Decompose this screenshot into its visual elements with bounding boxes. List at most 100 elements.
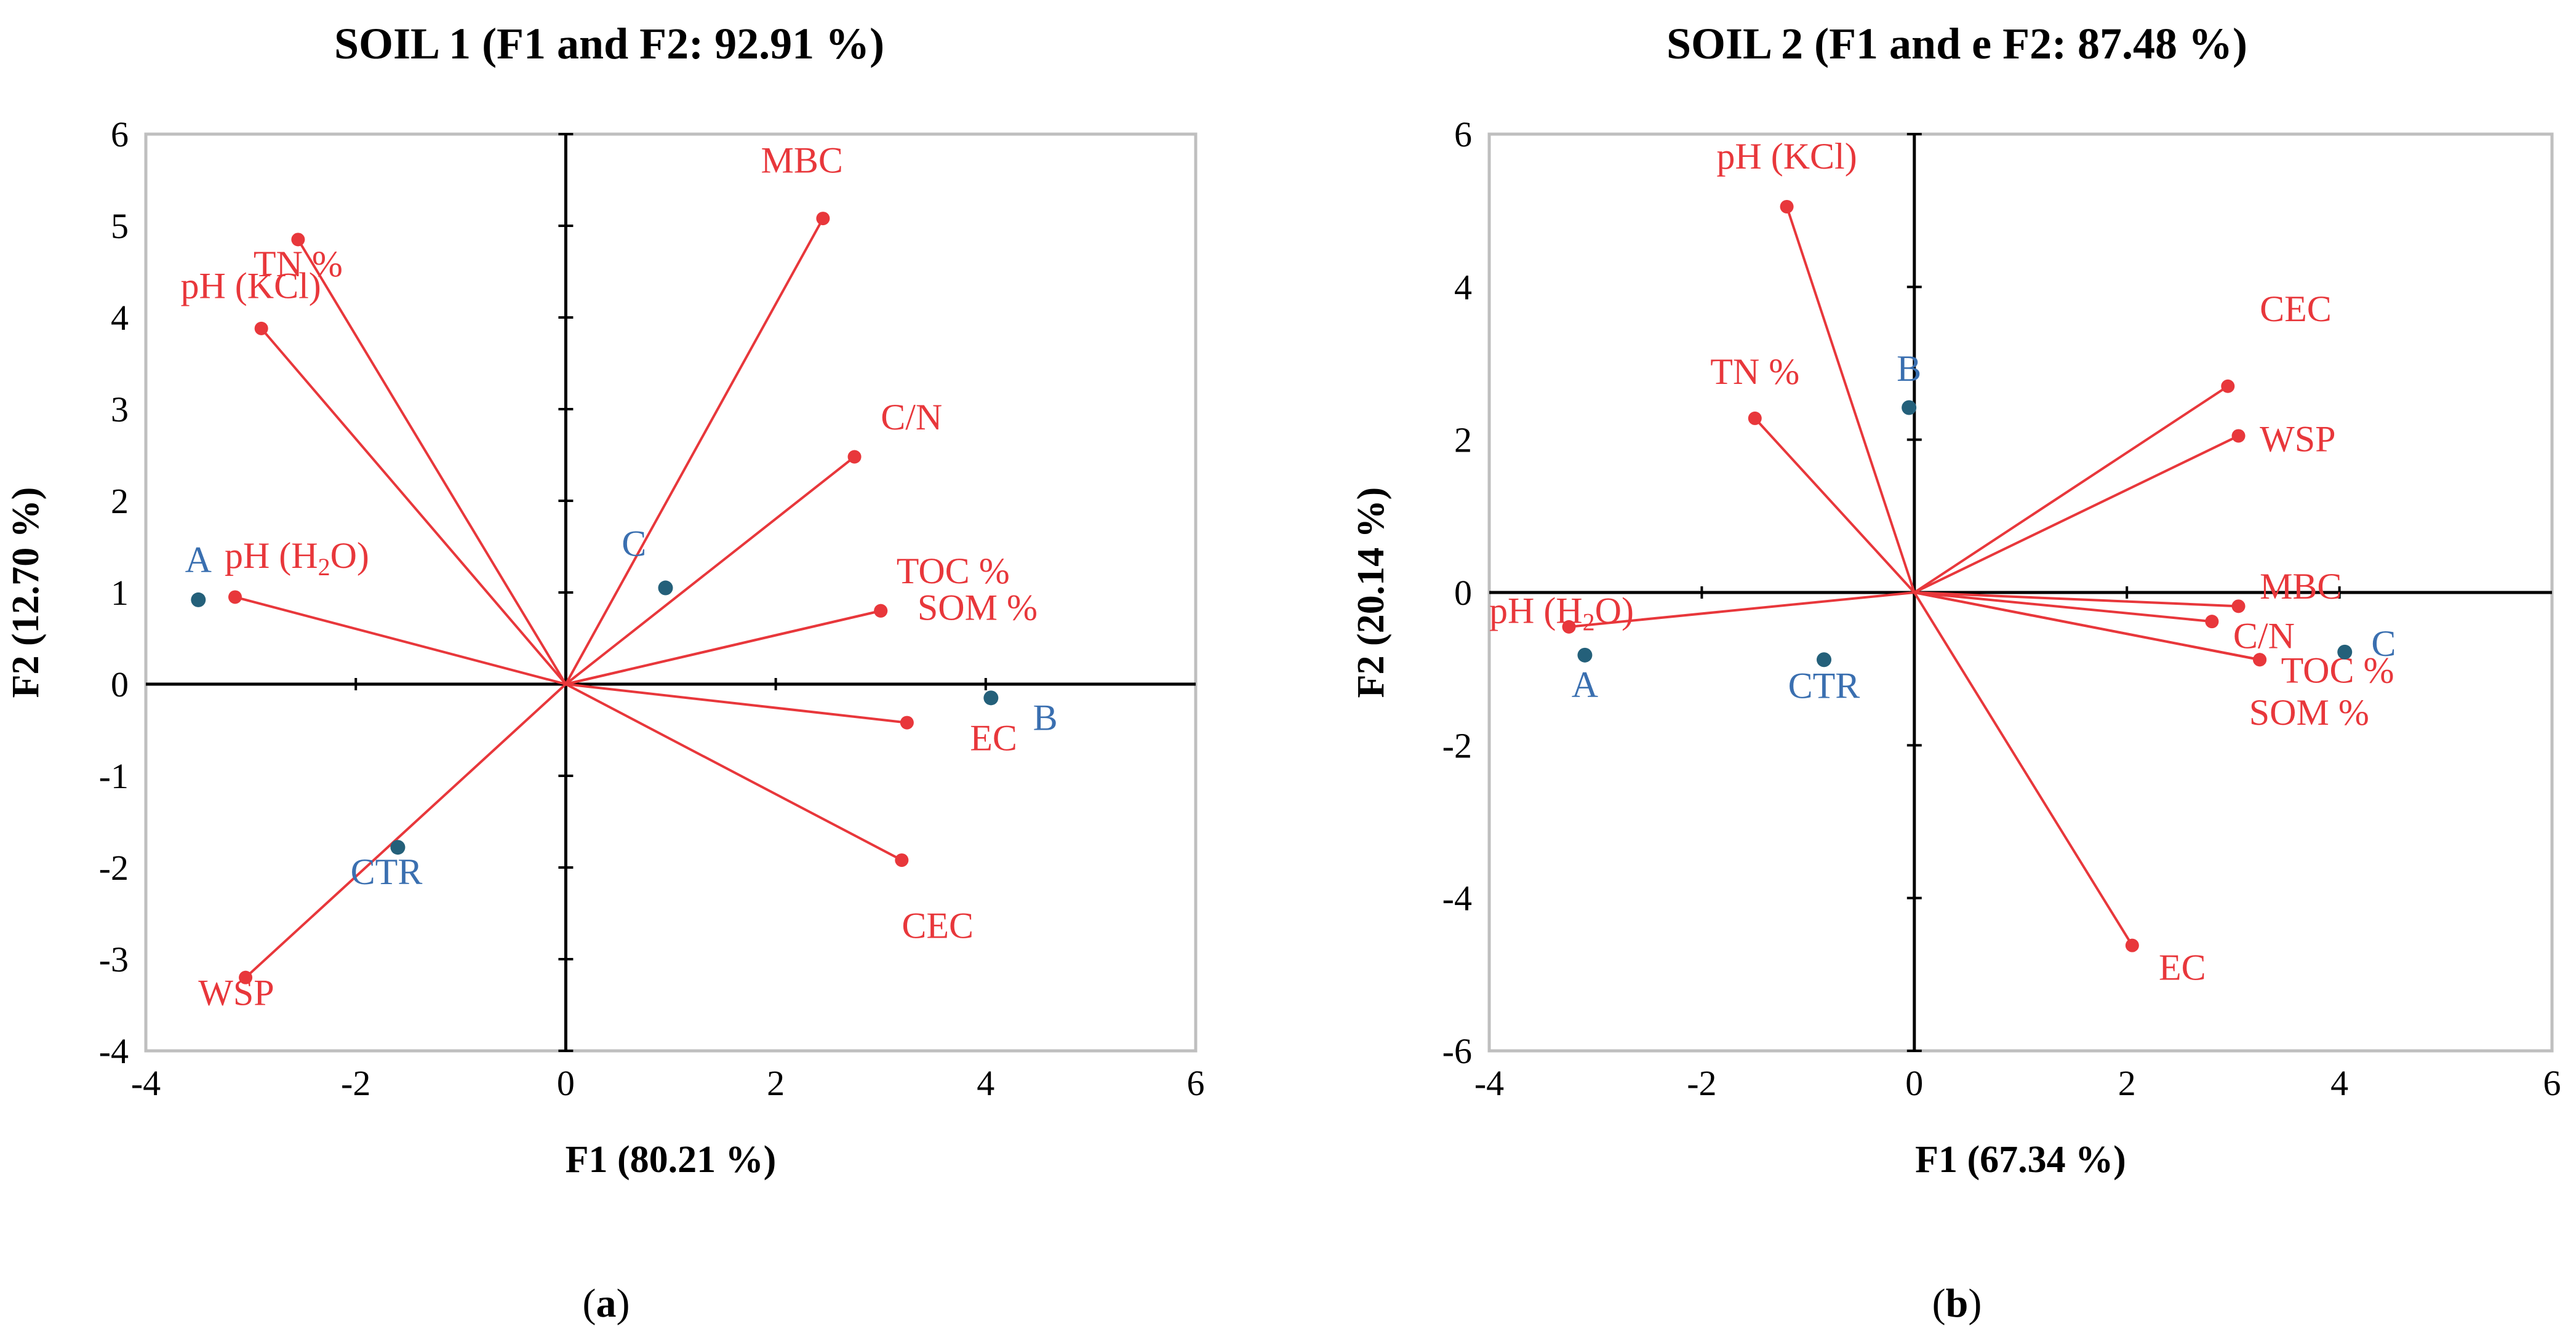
x-tick-label: 0 [557,1063,575,1103]
y-tick-label: -4 [99,1031,129,1071]
observation-point-b [1902,400,1917,415]
y-tick-label: 1 [111,573,129,613]
vector-mbc [564,218,825,685]
variable-label-toc: TOC % [2281,650,2394,691]
variable-point-ph-kcl [1780,199,1794,213]
vector-tn [1754,417,1916,594]
y-tick-label: 6 [111,114,129,154]
y-tick-label: 2 [111,481,129,521]
vector-cec [1913,385,2229,594]
variable-label-tn: TN % [254,244,343,284]
variable-label-ph-h2o: pH (H2O) [1489,591,1634,636]
variable-point-ec [900,716,914,730]
variable-point-wsp [2231,429,2246,443]
observation-point-ctr [1817,652,1832,668]
observation-point-ctr [390,840,406,855]
variable-point-ph-h2o [1562,620,1576,634]
vector-ph-kcl [1785,206,1916,593]
vector-c-n [565,455,855,685]
x-axis-title: F1 (80.21 %) [566,1139,777,1181]
observation-point-b [983,690,999,706]
variable-label-ph-kcl: pH (KCl) [1716,136,1857,177]
variable-point-wsp [239,970,253,984]
x-tick-label: 2 [2118,1063,2136,1103]
observation-label-b: B [1033,698,1058,738]
variable-point-ec [2125,938,2139,952]
x-tick-label: -2 [341,1063,370,1103]
variable-label-c-n: C/N [881,397,942,437]
variable-label-som: SOM % [2249,692,2369,733]
variable-label-wsp: WSP [2260,418,2335,459]
x-tick-label: 2 [767,1063,785,1103]
x-axis-title: F1 (67.34 %) [1915,1139,2126,1181]
variable-label-mbc: MBC [2260,566,2342,607]
observation-label-a: A [1572,664,1598,705]
observation-point-a [191,592,206,607]
variable-point-ph-h2o [228,590,242,604]
vector-c-n [1914,591,2212,623]
observation-point-c [2337,644,2353,660]
vector-wsp [1913,434,2239,594]
vector-ph-h2o [1569,591,1914,628]
observation-label-ctr: CTR [351,851,423,892]
y-axis-title: F2 (20.14 %) [1350,487,1392,698]
y-axis-title: F2 (12.70 %) [5,487,47,698]
variable-label-wsp: WSP [198,973,274,1013]
y-tick-label: 3 [111,389,129,429]
y-tick-label: 6 [1454,114,1472,154]
variable-point-som [874,604,888,618]
y-tick-label: -2 [1442,725,1472,765]
x-tick-label: 6 [2543,1063,2561,1103]
y-tick-label: -2 [99,848,129,888]
vector-ec [566,683,908,724]
vector-ec [1913,591,2134,946]
variable-point-cec [895,853,909,867]
chart-title: SOIL 2 (F1 and e F2: 87.48 %) [1666,19,2247,68]
y-tick-label: 4 [1454,267,1472,307]
variable-label-tn: TN % [1710,351,1799,392]
variable-label-ph-kcl: pH (KCl) [180,266,321,306]
variable-label-ec: EC [2159,947,2206,988]
variable-label-ph-h2o: pH (H2O) [225,535,369,581]
observation-point-c [658,580,673,596]
y-tick-label: 5 [111,206,129,246]
observation-label-c: C [622,523,646,564]
x-tick-label: -2 [1687,1063,1716,1103]
vector-cec [565,683,903,861]
variable-point-c-n [847,450,862,464]
y-tick-label: 0 [111,664,129,704]
vector-ph-h2o [234,596,566,685]
chart-title: SOIL 1 (F1 and F2: 92.91 %) [334,19,884,68]
variable-point-cec [2221,379,2235,393]
variable-point-som [2253,653,2267,667]
variable-label-som: SOM % [918,588,1038,628]
y-tick-label: -4 [1442,879,1472,919]
observation-label-ctr: CTR [1788,665,1860,706]
variable-label-mbc: MBC [761,140,843,181]
x-tick-label: 4 [977,1063,994,1103]
variable-point-tn [1748,411,1762,425]
variable-point-ph-kcl [254,321,268,335]
chart-panel-soil2: SOIL 2 (F1 and e F2: 87.48 %)-4 -2 0 2 4 6-6-… [1350,19,2561,1326]
observation-label-b: B [1897,348,1921,389]
vector-wsp [244,683,567,979]
y-tick-label: -1 [99,756,129,796]
y-tick-label: -3 [99,939,129,979]
panel-caption: (a) [583,1281,630,1326]
y-tick-label: 2 [1454,420,1472,460]
variable-label-ec: EC [970,717,1017,758]
variable-label-cec: CEC [902,906,974,946]
x-tick-label: -4 [1474,1063,1504,1103]
panel-caption: (b) [1932,1281,1982,1326]
x-tick-label: -4 [131,1063,161,1103]
vector-tn [297,239,567,685]
variable-label-toc: TOC % [897,551,1010,591]
vector-ph-kcl [260,327,567,685]
chart-panel-soil1: SOIL 1 (F1 and F2: 92.91 %) -4 -2 0 2 4 6 -4 -3 -… [5,19,1205,1326]
y-tick-label: 0 [1454,573,1472,613]
vector-som [565,609,881,685]
variable-point-mbc [816,212,830,226]
observation-label-a: A [185,540,212,580]
variable-point-mbc [2231,599,2246,613]
